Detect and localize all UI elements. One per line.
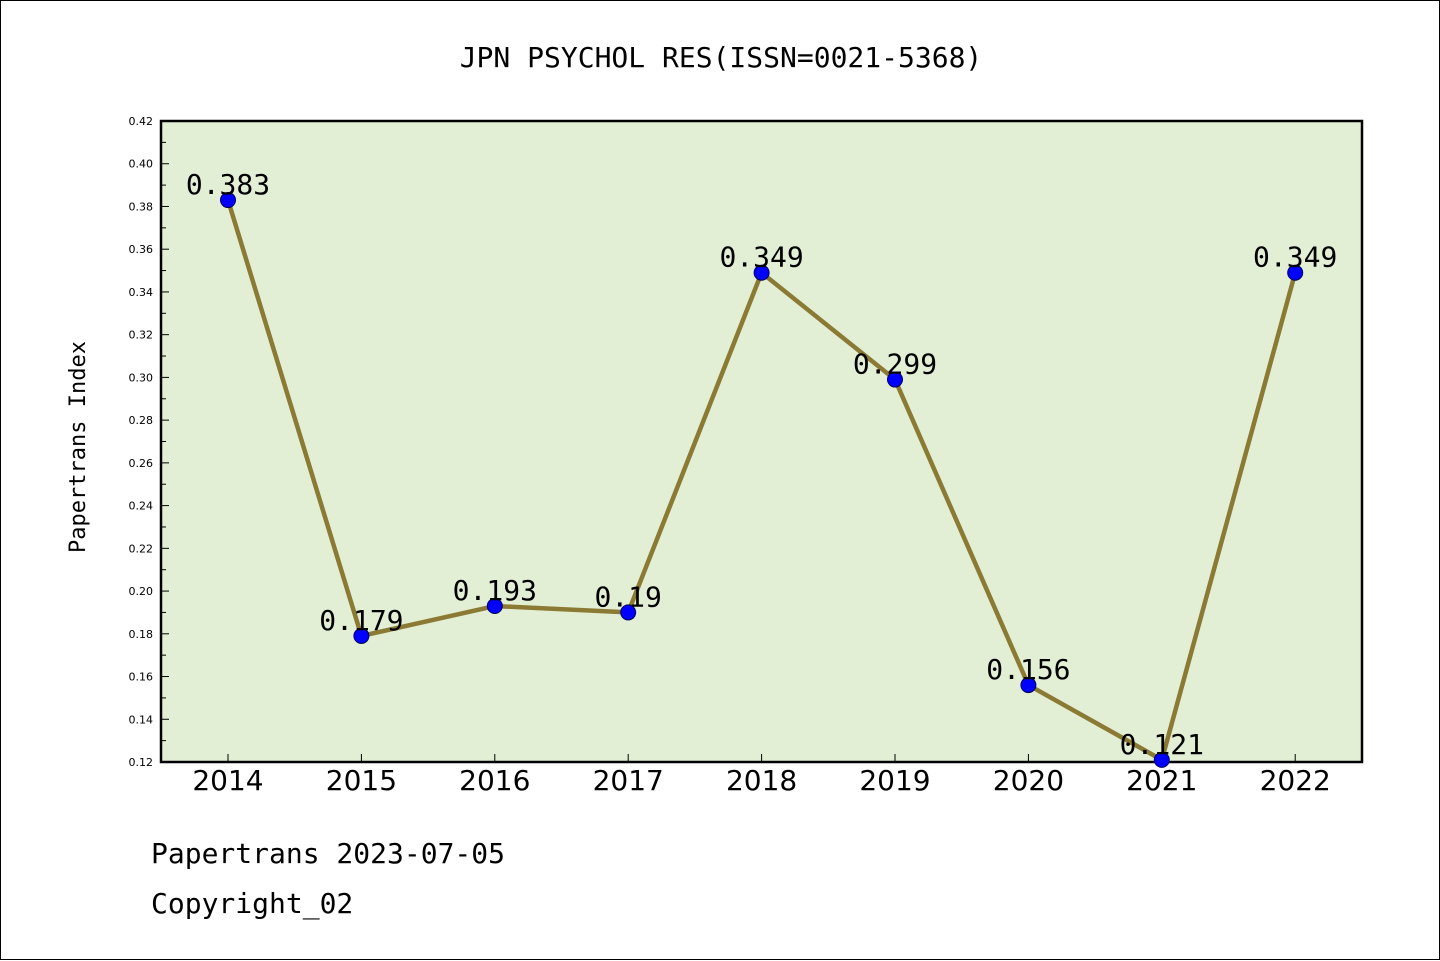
y-tick-label: 0.40 [129,158,154,171]
series-markers [220,192,1304,768]
data-label: 0.349 [1253,241,1337,274]
y-tick-label: 0.38 [129,200,154,213]
data-label: 0.383 [186,168,270,201]
x-tick-label: 2016 [459,764,530,797]
footer-date: Papertrans 2023-07-05 [151,837,506,870]
y-tick-label: 0.24 [129,500,154,513]
y-tick-label: 0.42 [129,115,154,128]
chart-title: JPN PSYCHOL RES(ISSN=0021-5368) [460,41,983,74]
x-tick-label: 2015 [326,764,397,797]
data-label: 0.121 [1120,728,1204,761]
data-label: 0.193 [453,574,537,607]
footer-copyright: Copyright_02 [151,887,354,920]
y-tick-label: 0.32 [129,329,154,342]
y-tick-label: 0.14 [129,713,154,726]
x-tick-label: 2021 [1126,764,1197,797]
x-tick-label: 2019 [859,764,930,797]
data-point [353,627,370,644]
y-tick-label: 0.26 [129,457,154,470]
x-tick-label: 2022 [1260,764,1331,797]
data-label: 0.299 [853,348,937,381]
data-label: 0.156 [986,653,1070,686]
x-tick-label: 2017 [593,764,664,797]
data-point [887,371,903,388]
y-tick-label: 0.18 [129,628,154,641]
plot-area [159,119,1364,764]
data-point [1153,751,1170,768]
y-axis-label: Papertrans Index [66,341,91,553]
x-tick-label: 2020 [993,764,1064,797]
y-tick-label: 0.34 [129,286,154,299]
data-point [1020,677,1037,694]
y-tick-label: 0.16 [129,671,154,684]
x-tick-label: 2018 [726,764,797,797]
data-label: 0.179 [319,604,403,637]
x-axis: 2014 2015 2016 2017 2018 2019 2020 2021 2022 [192,754,1331,797]
data-labels: 0.383 0.179 0.193 0.19 0.349 0.299 0.156 0.121 0… [186,168,1337,761]
y-tick-label: 0.22 [129,542,154,555]
y-axis: 0.12 0.14 0.16 0.18 0.20 0.22 0.24 0.26 0.28 0.30… [129,115,169,769]
data-point [486,598,503,615]
y-tick-label: 0.20 [129,585,154,598]
y-tick-label: 0.28 [129,414,154,427]
y-tick-label: 0.36 [129,243,154,256]
data-label: 0.349 [719,241,803,274]
data-label: 0.19 [594,580,661,613]
data-point [620,604,637,621]
data-point [753,264,770,281]
x-tick-label: 2014 [192,764,263,797]
y-tick-label: 0.12 [129,756,154,769]
data-point [220,192,236,209]
data-point [1287,264,1304,281]
y-tick-label: 0.30 [129,371,154,384]
